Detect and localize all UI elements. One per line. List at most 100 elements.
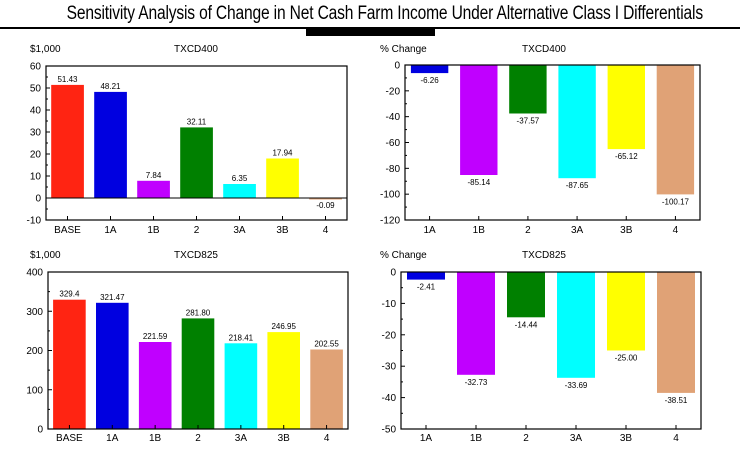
page-title: Sensitivity Analysis of Change in Net Ca… bbox=[66, 3, 704, 24]
y-axis-unit-label: $1,000 bbox=[30, 250, 61, 261]
data-label: 218.41 bbox=[229, 333, 254, 342]
y-tick-label: -40 bbox=[382, 393, 397, 404]
y-tick-label: 10 bbox=[30, 172, 42, 183]
bar-3b bbox=[607, 272, 645, 351]
y-tick-label: 40 bbox=[30, 106, 42, 117]
x-tick-label: 4 bbox=[673, 433, 679, 444]
data-label: -25.00 bbox=[615, 354, 638, 363]
y-tick-label: -20 bbox=[382, 330, 397, 341]
y-tick-label: -120 bbox=[380, 216, 400, 227]
data-label: -6.26 bbox=[420, 76, 439, 85]
bar-4 bbox=[309, 198, 342, 200]
y-tick-label: 0 bbox=[394, 61, 400, 72]
plot-frame bbox=[404, 64, 701, 221]
x-tick-label: 3B bbox=[620, 433, 633, 444]
data-label: 51.43 bbox=[57, 75, 78, 84]
bar-1a bbox=[94, 91, 127, 198]
y-axis-unit-label: % Change bbox=[380, 250, 427, 261]
chart-txcd825-dollars: $1,000 TXCD825 329.4 BASE 321.47 1A 221.59 1B 28… bbox=[26, 250, 349, 444]
data-label: 221.59 bbox=[143, 332, 168, 341]
plot-frame bbox=[45, 65, 348, 221]
bar-2 bbox=[509, 65, 547, 114]
bar-1b bbox=[137, 180, 170, 198]
data-label: -2.41 bbox=[417, 283, 436, 292]
plot-frame bbox=[400, 271, 702, 430]
chart-title: TXCD825 bbox=[174, 250, 218, 261]
x-tick-label: 1B bbox=[147, 225, 160, 236]
x-tick-label: 1A bbox=[104, 225, 117, 236]
data-label: 321.47 bbox=[100, 293, 125, 302]
y-tick-label: -100 bbox=[380, 190, 400, 201]
data-label: -0.09 bbox=[316, 201, 335, 210]
data-label: -87.65 bbox=[566, 181, 589, 190]
title-rule bbox=[0, 27, 740, 29]
y-axis-unit-label: $1,000 bbox=[30, 44, 61, 55]
x-tick-label: 3A bbox=[570, 433, 583, 444]
chart-txcd825-pct: % Change TXCD825 -2.41 1A -32.73 1B -14.44 2 -33… bbox=[380, 250, 702, 444]
bar-4 bbox=[656, 65, 695, 195]
bar-3a bbox=[557, 272, 595, 378]
bar-3b bbox=[267, 332, 300, 429]
y-tick-label: 0 bbox=[37, 425, 43, 436]
bar-3a bbox=[223, 184, 256, 198]
x-tick-label: 2 bbox=[195, 433, 201, 444]
x-tick-label: BASE bbox=[54, 225, 81, 236]
data-label: -38.51 bbox=[665, 396, 688, 405]
y-axis-unit-label: % Change bbox=[380, 44, 427, 55]
data-label: -32.73 bbox=[465, 378, 488, 387]
x-tick-label: 4 bbox=[673, 225, 679, 236]
x-tick-label: 4 bbox=[324, 433, 330, 444]
x-tick-label: 3A bbox=[235, 433, 248, 444]
x-tick-label: 1B bbox=[149, 433, 162, 444]
y-tick-label: 100 bbox=[26, 385, 43, 396]
bar-1a bbox=[96, 302, 129, 429]
x-tick-label: 3B bbox=[278, 433, 291, 444]
x-tick-label: 2 bbox=[523, 433, 529, 444]
data-label: -37.57 bbox=[517, 117, 540, 126]
chart-title: TXCD825 bbox=[522, 250, 566, 261]
y-tick-label: -50 bbox=[382, 425, 397, 436]
bar-3b bbox=[607, 65, 645, 150]
bar-3a bbox=[224, 343, 258, 429]
y-tick-label: -80 bbox=[386, 164, 401, 175]
data-label: -33.69 bbox=[565, 381, 588, 390]
y-tick-label: 300 bbox=[26, 307, 43, 318]
y-tick-label: -30 bbox=[382, 362, 397, 373]
bar-4 bbox=[310, 349, 343, 429]
y-tick-label: 50 bbox=[30, 84, 42, 95]
data-label: -65.12 bbox=[615, 152, 638, 161]
title-accent-block bbox=[306, 29, 435, 36]
bar-1b bbox=[457, 272, 495, 375]
x-tick-label: 2 bbox=[194, 225, 200, 236]
data-label: 6.35 bbox=[232, 174, 248, 183]
y-tick-label: 0 bbox=[35, 194, 41, 205]
y-tick-label: -60 bbox=[386, 138, 401, 149]
x-tick-label: 3A bbox=[233, 225, 246, 236]
x-tick-label: 3A bbox=[571, 225, 584, 236]
bar-1a bbox=[407, 272, 445, 280]
chart-title: TXCD400 bbox=[174, 44, 218, 55]
data-label: 329.4 bbox=[59, 290, 80, 299]
plot-frame bbox=[47, 271, 349, 430]
bar-base bbox=[51, 84, 84, 198]
data-label: 48.21 bbox=[100, 82, 121, 91]
bar-3a bbox=[558, 65, 596, 179]
bar-1b bbox=[138, 342, 172, 429]
x-tick-label: 3B bbox=[620, 225, 633, 236]
bar-4 bbox=[657, 272, 695, 393]
bar-2 bbox=[181, 318, 215, 429]
x-tick-label: 2 bbox=[525, 225, 531, 236]
y-tick-label: -20 bbox=[386, 86, 401, 97]
y-tick-label: -10 bbox=[382, 299, 397, 310]
x-tick-label: 1A bbox=[423, 225, 436, 236]
x-tick-label: 1B bbox=[470, 433, 483, 444]
data-label: 32.11 bbox=[187, 117, 207, 126]
data-label: 281.80 bbox=[186, 308, 211, 317]
bar-1a bbox=[410, 65, 449, 74]
y-tick-label: 400 bbox=[26, 268, 43, 279]
bar-2 bbox=[180, 127, 213, 198]
chart-txcd400-pct: % Change TXCD400 -6.26 1A -85.14 1B -37.57 2 -87… bbox=[380, 44, 701, 236]
data-label: 17.94 bbox=[272, 149, 293, 158]
bar-1b bbox=[460, 65, 498, 175]
x-tick-label: BASE bbox=[56, 433, 83, 444]
